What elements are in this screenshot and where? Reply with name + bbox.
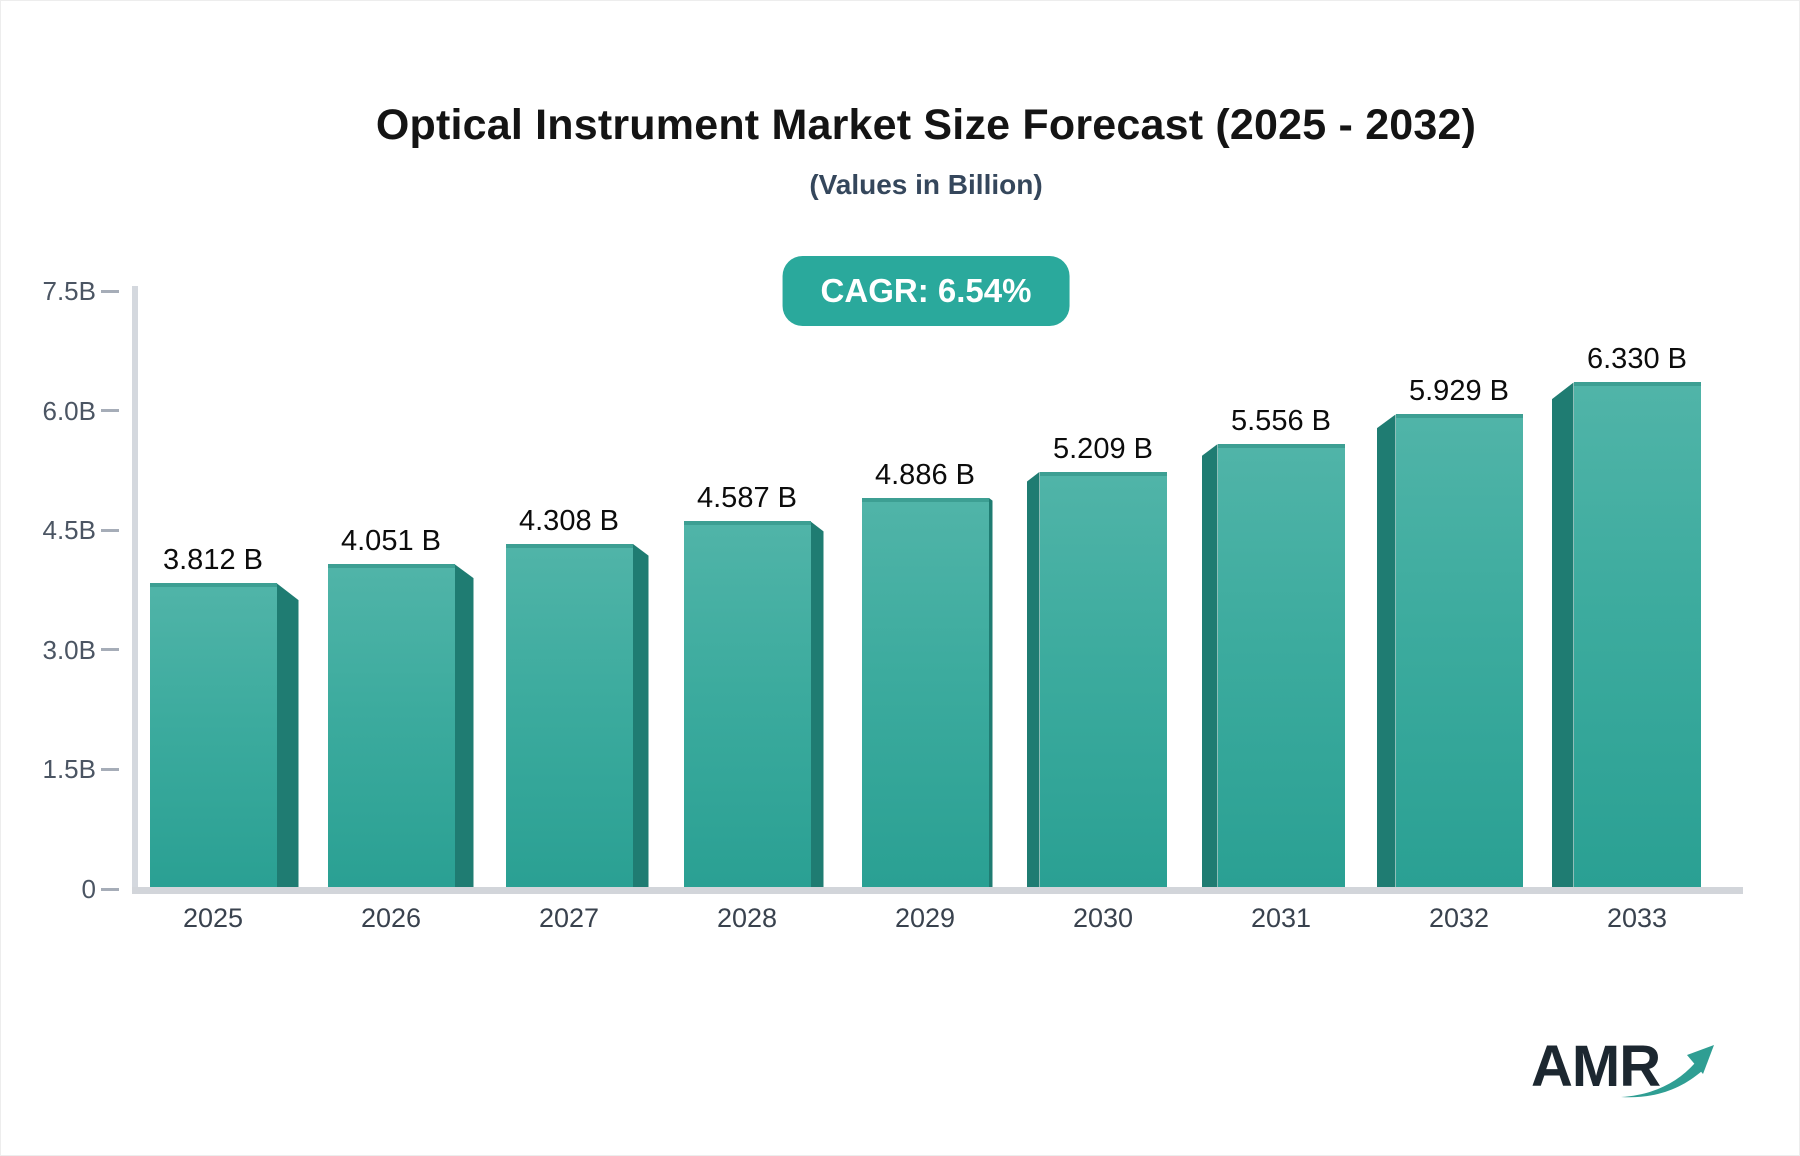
x-axis-label-2031: 2031 — [1250, 903, 1312, 933]
bar-side-2026 — [454, 564, 474, 887]
y-tick — [101, 767, 119, 771]
bar-side-2028 — [810, 521, 824, 887]
y-tick — [101, 648, 119, 652]
bar-side-2029 — [988, 497, 993, 887]
bar-value-label-2031: 5.556 B — [1231, 405, 1331, 438]
bar-value-label-2026: 4.051 B — [341, 525, 441, 558]
bar-2029 — [861, 497, 989, 887]
x-axis-label-2032: 2032 — [1428, 903, 1490, 933]
cagr-badge: CAGR: 6.54% — [782, 256, 1070, 326]
bar-2031 — [1217, 444, 1345, 887]
bar-2030 — [1039, 471, 1167, 887]
x-axis-label-2027: 2027 — [538, 903, 600, 933]
bar-side-2033 — [1551, 382, 1574, 887]
bar-2026 — [327, 564, 455, 887]
x-axis-label-2033: 2033 — [1606, 903, 1668, 933]
y-tick-label: 3.0B — [42, 634, 97, 665]
y-tick-label: 1.5B — [42, 754, 97, 785]
bar-side-2032 — [1376, 414, 1396, 887]
y-axis-line — [132, 286, 138, 894]
bar-value-label-2030: 5.209 B — [1053, 432, 1153, 465]
bar-value-label-2032: 5.929 B — [1409, 375, 1509, 408]
brand-logo: AMR — [1523, 1031, 1733, 1111]
bar-2028 — [683, 521, 811, 887]
x-axis-label-2030: 2030 — [1072, 903, 1134, 933]
bar-2027 — [505, 543, 633, 887]
x-axis-baseline — [132, 887, 1743, 894]
bar-2032 — [1395, 414, 1523, 887]
y-tick-label: 0 — [81, 874, 96, 904]
bar-2025 — [149, 583, 277, 887]
y-tick — [101, 887, 119, 891]
chart-title: Optical Instrument Market Size Forecast … — [375, 101, 1477, 149]
bar-side-2025 — [276, 583, 299, 887]
growth-arrow-icon — [1621, 1045, 1714, 1098]
y-tick-label: 6.0B — [42, 395, 97, 426]
bar-side-2030 — [1026, 471, 1040, 887]
y-tick — [101, 289, 119, 293]
bar-value-label-2027: 4.308 B — [519, 504, 619, 537]
bar-side-2027 — [632, 543, 649, 887]
x-axis-label-2029: 2029 — [894, 903, 956, 933]
x-axis-label-2028: 2028 — [716, 903, 778, 933]
bar-value-label-2033: 6.330 B — [1587, 343, 1687, 376]
x-axis-label-2026: 2026 — [360, 903, 422, 933]
y-tick — [101, 528, 119, 532]
bar-2033 — [1573, 382, 1701, 887]
bar-value-label-2028: 4.587 B — [697, 482, 797, 515]
y-tick-label: 7.5B — [42, 276, 97, 307]
bar-value-label-2025: 3.812 B — [163, 544, 263, 577]
chart-subtitle: (Values in Billion) — [809, 169, 1043, 200]
x-axis-label-2025: 2025 — [182, 903, 244, 933]
brand-logo-text: AMR — [1531, 1034, 1661, 1099]
bar-side-2031 — [1201, 444, 1218, 887]
y-tick-label: 4.5B — [42, 515, 97, 546]
y-tick — [101, 409, 119, 413]
bar-value-label-2029: 4.886 B — [875, 458, 975, 491]
